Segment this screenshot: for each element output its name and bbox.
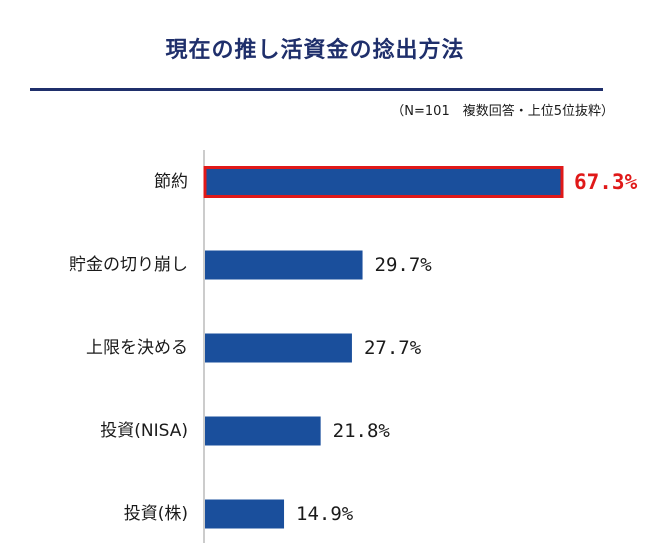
category-label-4: 投資(NISA) — [100, 421, 188, 441]
category-label-2: 貯金の切り崩し — [69, 255, 188, 275]
category-label-5: 投資(株) — [124, 504, 188, 524]
bar-3 — [205, 333, 352, 363]
chart-title: 現在の推し活資金の捻出方法 — [165, 38, 465, 63]
bars-group — [203, 166, 564, 529]
value-label-5: 14.9% — [296, 503, 354, 525]
bar-1 — [203, 166, 564, 198]
value-label-2: 29.7% — [375, 254, 433, 276]
category-label-1: 節約 — [154, 172, 188, 192]
bar-5 — [205, 499, 285, 529]
bar-2 — [205, 250, 363, 280]
value-label-3: 27.7% — [364, 337, 422, 359]
title-divider — [30, 88, 603, 91]
value-label-4: 21.8% — [333, 420, 391, 442]
bar-4 — [205, 416, 321, 446]
category-label-3: 上限を決める — [86, 338, 188, 358]
value-label-1: 67.3% — [574, 170, 638, 194]
value-labels-group: 67.3% 29.7% 27.7% 21.8% 14.9% — [296, 170, 638, 525]
sample-note: （N=101 複数回答・上位5位抜粋） — [391, 104, 614, 119]
